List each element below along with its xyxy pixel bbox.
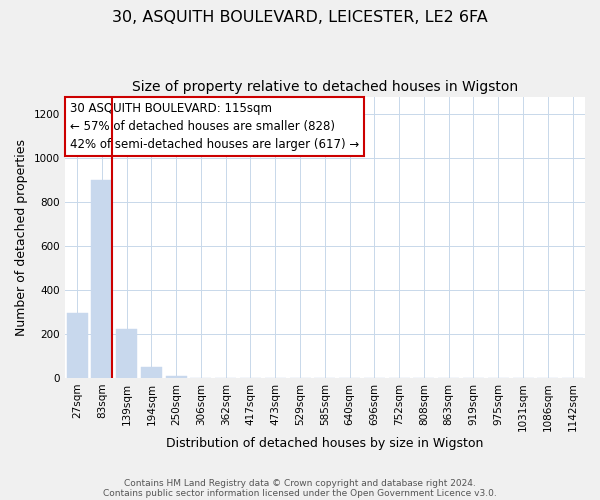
Text: Contains HM Land Registry data © Crown copyright and database right 2024.: Contains HM Land Registry data © Crown c… xyxy=(124,478,476,488)
Bar xyxy=(67,313,88,378)
Y-axis label: Number of detached properties: Number of detached properties xyxy=(15,138,28,336)
Bar xyxy=(166,376,187,378)
Bar xyxy=(141,367,162,378)
Text: 30, ASQUITH BOULEVARD, LEICESTER, LE2 6FA: 30, ASQUITH BOULEVARD, LEICESTER, LE2 6F… xyxy=(112,10,488,25)
X-axis label: Distribution of detached houses by size in Wigston: Distribution of detached houses by size … xyxy=(166,437,484,450)
Text: 30 ASQUITH BOULEVARD: 115sqm
← 57% of detached houses are smaller (828)
42% of s: 30 ASQUITH BOULEVARD: 115sqm ← 57% of de… xyxy=(70,102,359,151)
Title: Size of property relative to detached houses in Wigston: Size of property relative to detached ho… xyxy=(132,80,518,94)
Text: Contains public sector information licensed under the Open Government Licence v3: Contains public sector information licen… xyxy=(103,488,497,498)
Bar xyxy=(116,330,137,378)
Bar xyxy=(91,180,112,378)
